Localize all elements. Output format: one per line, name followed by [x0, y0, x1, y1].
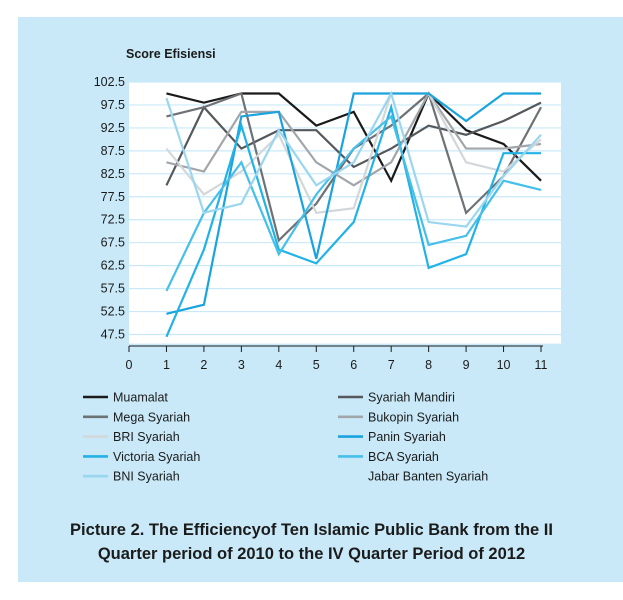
- y-tick-label: 97.5: [101, 98, 125, 112]
- x-tick-label: 8: [425, 358, 432, 372]
- efficiency-line-chart: Score Efisiensi 102.5 97.5 92.5 87.5 82.5 77.…: [83, 47, 561, 484]
- x-tick-label: 5: [313, 358, 320, 372]
- legend-label: Bukopin Syariah: [368, 410, 459, 424]
- legend-label: Victoria Syariah: [113, 450, 200, 464]
- legend-label: Muamalat: [113, 391, 168, 405]
- legend-label: Syariah Mandiri: [368, 391, 455, 405]
- series-line-muamalat: [166, 91, 542, 184]
- legend-label: Jabar Banten Syariah: [368, 470, 488, 484]
- y-tick-label: 67.5: [101, 236, 125, 250]
- series-line-bni-syariah: [165, 90, 542, 228]
- x-tick-label: 10: [497, 358, 511, 372]
- legend-label: Panin Syariah: [368, 430, 446, 444]
- y-tick-label: 82.5: [101, 167, 125, 181]
- y-tick-label: 87.5: [101, 144, 125, 158]
- y-axis-title: Score Efisiensi: [126, 47, 216, 61]
- legend-label: BCA Syariah: [368, 450, 439, 464]
- x-tick-label: 7: [388, 358, 395, 372]
- x-tick-label: 2: [200, 358, 207, 372]
- legend-label: BRI Syariah: [113, 430, 180, 444]
- legend-label: BNI Syariah: [113, 470, 180, 484]
- y-tick-label: 57.5: [101, 282, 125, 296]
- y-tick-label: 47.5: [101, 328, 125, 342]
- x-tick-label: 11: [535, 358, 548, 372]
- plot-area: [129, 82, 561, 344]
- y-tick-label: 52.5: [101, 305, 125, 319]
- series-line-syariah-mandiri: [165, 101, 542, 186]
- legend-label: Mega Syariah: [113, 410, 190, 424]
- series-line-victoria-syariah: [165, 103, 541, 338]
- series-line-bukopin-syariah: [166, 91, 542, 187]
- x-tick-label: 6: [350, 358, 357, 372]
- x-tick-label: 9: [463, 358, 470, 372]
- legend: Muamalat Syariah Mandiri Mega Syariah Bukop…: [83, 391, 488, 484]
- series-lines: [165, 90, 542, 338]
- x-tick-label: 0: [126, 358, 133, 372]
- x-tick-label: 4: [275, 358, 282, 372]
- series-line-bca-syariah: [165, 114, 542, 292]
- x-tick-label: 3: [238, 358, 245, 372]
- x-tick-label: 1: [163, 358, 170, 372]
- y-tick-label: 92.5: [101, 121, 125, 135]
- y-tick-label: 77.5: [101, 190, 125, 204]
- figure-caption-line-2: Quarter period of 2010 to the IV Quarter…: [97, 545, 526, 563]
- y-tick-label: 72.5: [101, 213, 125, 227]
- axes: 102.5 97.5 92.5 87.5 82.5 77.5 72.5 67.5 62.5 57.…: [94, 75, 548, 372]
- y-tick-label: 102.5: [94, 75, 125, 89]
- y-tick-label: 62.5: [101, 259, 125, 273]
- figure-caption-line-1: Picture 2. The Efficiencyof Ten Islamic …: [70, 521, 553, 539]
